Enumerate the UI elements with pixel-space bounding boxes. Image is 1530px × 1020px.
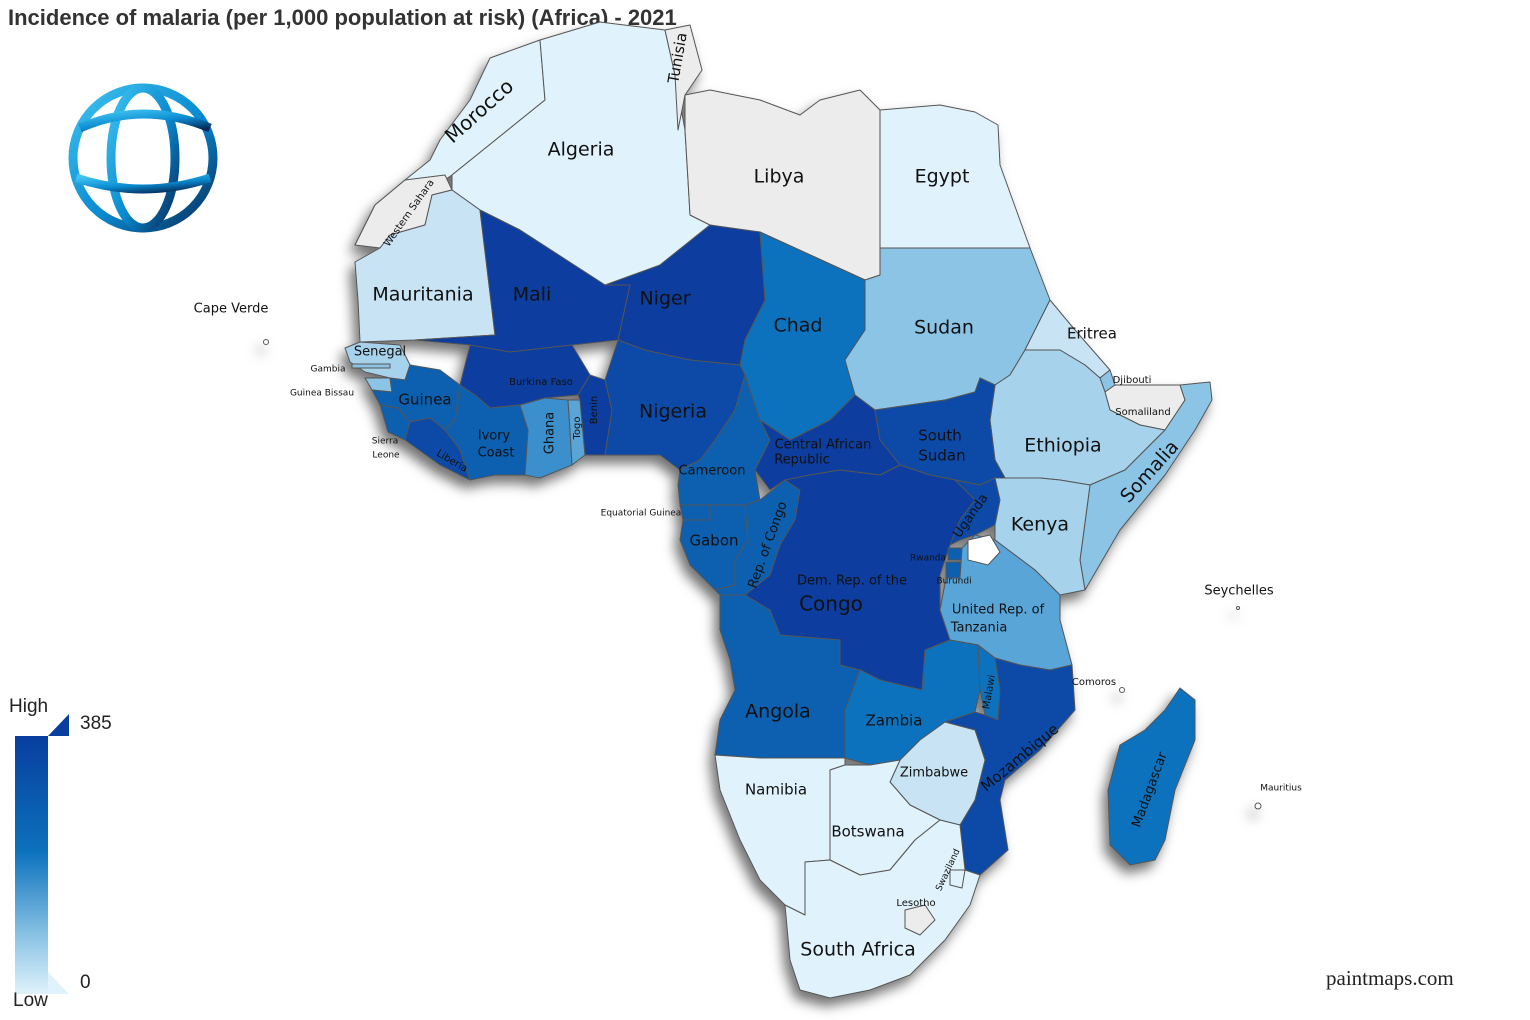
country-comoros[interactable]: [1119, 687, 1125, 693]
label-niger: Niger: [639, 288, 690, 310]
country-kenya[interactable]: [994, 477, 1091, 596]
label-car-2: Republic: [774, 453, 830, 468]
country-lesotho[interactable]: [904, 904, 936, 936]
label-ghana: Ghana: [543, 412, 558, 455]
label-drc-1: Dem. Rep. of the: [797, 574, 907, 589]
country-swaziland[interactable]: [949, 869, 966, 889]
country-south-africa[interactable]: [784, 819, 981, 999]
label-zimbabwe: Zimbabwe: [900, 766, 968, 781]
label-eritrea: Eritrea: [1067, 325, 1117, 343]
country-seychelles[interactable]: [1236, 606, 1240, 610]
country-gambia[interactable]: [351, 363, 391, 369]
country-rwanda[interactable]: [947, 547, 963, 561]
label-sierra-leone-1: Sierra: [372, 437, 399, 447]
legend-color-scale: [15, 736, 48, 994]
label-comoros: Comoros: [1072, 677, 1116, 688]
label-sudan: Sudan: [914, 317, 974, 339]
label-sierra-leone-2: Leone: [372, 451, 400, 461]
label-mauritius: Mauritius: [1260, 784, 1302, 794]
label-guinea: Guinea: [398, 391, 451, 409]
label-mali: Mali: [513, 284, 552, 306]
label-zambia: Zambia: [866, 712, 923, 730]
label-equatorial-guinea: Equatorial Guinea: [601, 509, 682, 519]
label-south-sudan-2: Sudan: [918, 447, 965, 465]
label-namibia: Namibia: [745, 781, 807, 799]
label-nigeria: Nigeria: [639, 401, 707, 423]
label-drc-2: Congo: [799, 592, 863, 616]
label-senegal: Senegal: [354, 345, 406, 360]
legend-notch-low-icon: [48, 972, 69, 994]
label-egypt: Egypt: [915, 166, 970, 188]
label-cape-verde: Cape Verde: [194, 302, 269, 317]
label-angola: Angola: [745, 701, 811, 723]
label-tanzania-1: United Rep. of: [952, 603, 1045, 618]
label-rwanda: Rwanda: [910, 554, 946, 564]
label-south-sudan-1: South: [918, 427, 962, 445]
label-algeria: Algeria: [548, 139, 615, 161]
label-libya: Libya: [754, 166, 805, 188]
legend-notch-icon: [48, 714, 69, 736]
label-benin: Benin: [589, 396, 600, 424]
label-ivory-coast-1: Ivory: [478, 429, 511, 444]
map-title: Incidence of malaria (per 1,000 populati…: [8, 5, 677, 30]
label-guinea-bissau: Guinea Bissau: [290, 389, 354, 399]
country-togo[interactable]: [567, 399, 586, 466]
legend-high-label: High: [9, 696, 49, 717]
label-somaliland: Somaliland: [1115, 407, 1170, 418]
label-car-1: Central African: [775, 438, 872, 453]
label-lesotho: Lesotho: [896, 898, 935, 909]
credit-text: paintmaps.com: [1326, 966, 1454, 990]
country-equatorial-guinea[interactable]: [679, 504, 711, 521]
label-togo: Togo: [572, 417, 583, 441]
label-ivory-coast-2: Coast: [478, 446, 515, 461]
label-tanzania-2: Tanzania: [950, 621, 1008, 636]
label-kenya: Kenya: [1011, 514, 1069, 536]
country-ivory-coast[interactable]: [444, 384, 529, 481]
label-chad: Chad: [773, 315, 822, 337]
label-south-africa: South Africa: [800, 939, 915, 961]
label-cameroon: Cameroon: [679, 464, 746, 479]
label-ethiopia: Ethiopia: [1024, 435, 1101, 457]
label-seychelles: Seychelles: [1204, 584, 1274, 599]
legend-max-value: 385: [80, 713, 112, 734]
country-mauritius[interactable]: [1254, 802, 1262, 810]
label-botswana: Botswana: [831, 823, 904, 841]
country-cape-verde[interactable]: [263, 339, 269, 345]
label-gabon: Gabon: [689, 532, 738, 550]
country-guinea-bissau[interactable]: [364, 377, 393, 393]
label-mauritania: Mauritania: [372, 284, 473, 306]
label-gambia: Gambia: [311, 365, 346, 375]
legend-min-value: 0: [80, 972, 91, 993]
lake-victoria: [967, 534, 1001, 566]
country-madagascar[interactable]: [1107, 687, 1196, 866]
legend-low-label: Low: [13, 990, 48, 1011]
label-burkina-faso: Burkina Faso: [509, 377, 573, 388]
world-bank-globe-icon: [68, 83, 218, 233]
label-djibouti: Djibouti: [1113, 375, 1152, 386]
label-burundi: Burundi: [936, 577, 971, 587]
